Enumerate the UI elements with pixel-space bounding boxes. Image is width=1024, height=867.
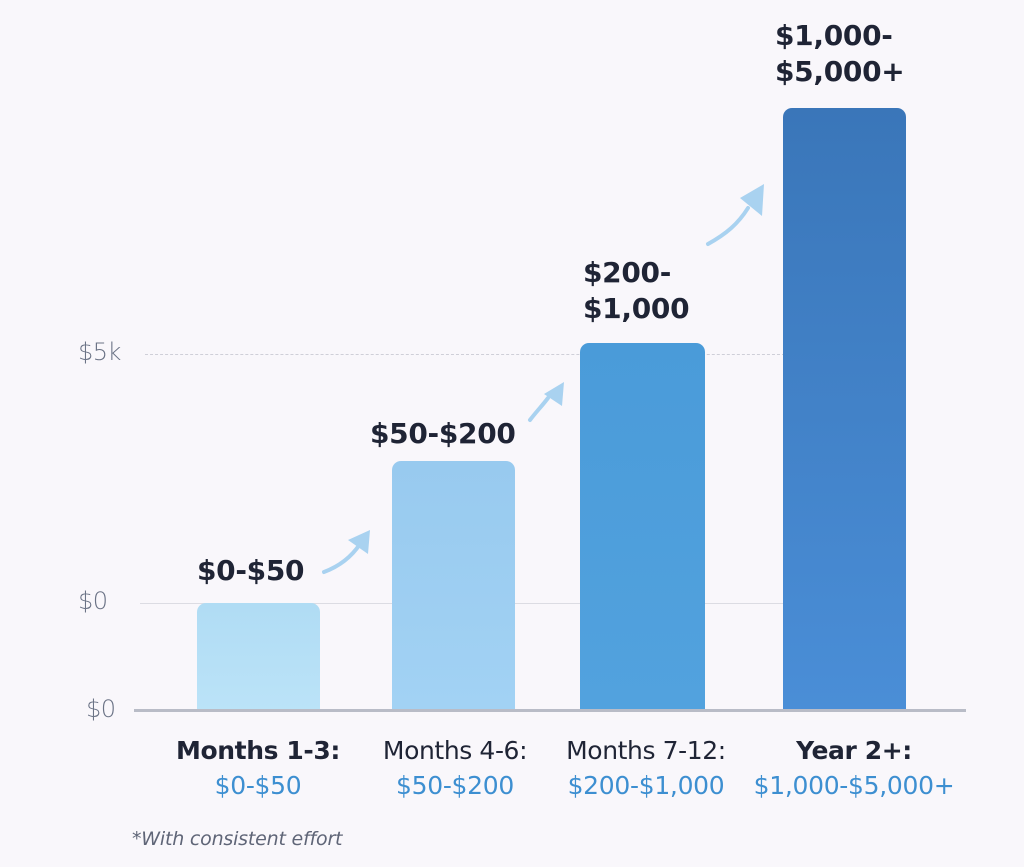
category-range: $50-$200 [396, 771, 514, 800]
category-months-1-3: Months 1-3: $0-$50 [157, 734, 359, 804]
bar-label-line: $0-$50 [197, 554, 305, 587]
category-months-7-12: Months 7-12: $200-$1,000 [548, 734, 744, 804]
category-months-4-6: Months 4-6: $50-$200 [355, 734, 555, 804]
category-name: Months 7-12: [566, 736, 726, 765]
x-axis-line [134, 709, 966, 712]
y-tick-5k: $5k [78, 338, 121, 366]
growth-arrow-icon [528, 382, 564, 422]
bar-label-months-4-6: $50-$200 [370, 416, 516, 452]
category-range: $1,000-$5,000+ [753, 771, 955, 800]
bar-label-months-7-12: $200- $1,000 [583, 255, 690, 327]
bar-label-line: $1,000- [775, 19, 893, 52]
gridline-5k [145, 354, 785, 355]
bar-months-4-6 [392, 461, 515, 711]
category-year-2-plus: Year 2+: $1,000-$5,000+ [740, 734, 968, 804]
bar-label-months-1-3: $0-$50 [197, 553, 305, 589]
category-name: Months 1-3: [176, 736, 340, 765]
category-range: $200-$1,000 [567, 771, 725, 800]
bar-year-2-plus [783, 108, 906, 711]
category-range: $0-$50 [214, 771, 302, 800]
bar-label-line: $50-$200 [370, 417, 516, 450]
bar-label-line: $1,000 [583, 292, 690, 325]
growth-arrow-icon [322, 530, 370, 574]
bar-months-7-12 [580, 343, 705, 711]
category-name: Year 2+: [796, 736, 912, 765]
category-name: Months 4-6: [382, 736, 528, 765]
bar-label-year-2-plus: $1,000- $5,000+ [775, 18, 905, 90]
footnote: *With consistent effort [132, 828, 343, 850]
bar-label-line: $5,000+ [775, 55, 905, 88]
y-tick-0-base: $0 [86, 695, 116, 723]
growth-arrow-icon [706, 184, 764, 246]
bar-label-line: $200- [583, 256, 672, 289]
bar-months-1-3 [197, 603, 320, 711]
y-tick-0-upper: $0 [78, 587, 108, 615]
